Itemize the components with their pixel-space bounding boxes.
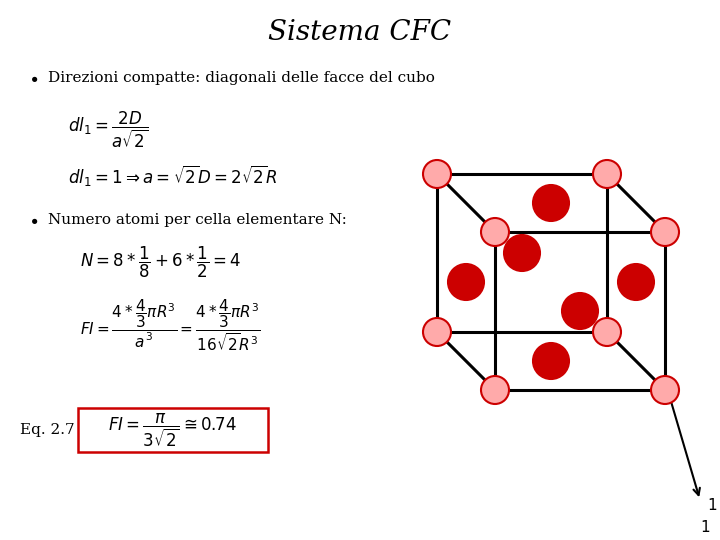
Text: 1: 1 (707, 497, 716, 512)
Circle shape (593, 160, 621, 188)
Text: $dl_1 = \dfrac{2D}{a\sqrt{2}}$: $dl_1 = \dfrac{2D}{a\sqrt{2}}$ (68, 110, 148, 150)
Circle shape (423, 318, 451, 346)
Text: $\bullet$: $\bullet$ (28, 211, 38, 229)
Text: Direzioni compatte: diagonali delle facce del cubo: Direzioni compatte: diagonali delle facc… (48, 71, 435, 85)
Text: $dl_1 = 1 \Rightarrow a = \sqrt{2}D = 2\sqrt{2}R$: $dl_1 = 1 \Rightarrow a = \sqrt{2}D = 2\… (68, 163, 278, 187)
Text: 1: 1 (701, 521, 710, 536)
Text: $FI = \dfrac{\pi}{3\sqrt{2}} \cong 0.74$: $FI = \dfrac{\pi}{3\sqrt{2}} \cong 0.74$ (109, 411, 238, 449)
Circle shape (562, 293, 598, 329)
Circle shape (481, 218, 509, 246)
Circle shape (448, 264, 484, 300)
Circle shape (651, 376, 679, 404)
Bar (78, 408, 268, 452)
Circle shape (651, 218, 679, 246)
Text: Numero atomi per cella elementare N:: Numero atomi per cella elementare N: (48, 213, 347, 227)
Circle shape (618, 264, 654, 300)
Text: Sistema CFC: Sistema CFC (269, 18, 451, 45)
Circle shape (533, 185, 569, 221)
Circle shape (481, 376, 509, 404)
Circle shape (593, 318, 621, 346)
Circle shape (504, 235, 540, 271)
Text: Eq. 2.7: Eq. 2.7 (20, 423, 75, 437)
Circle shape (423, 160, 451, 188)
Circle shape (533, 343, 569, 379)
Text: $\bullet$: $\bullet$ (28, 69, 38, 87)
Text: $FI = \dfrac{4 * \dfrac{4}{3}\pi R^3}{a^3} = \dfrac{4 * \dfrac{4}{3}\pi R^3}{16\: $FI = \dfrac{4 * \dfrac{4}{3}\pi R^3}{a^… (80, 297, 261, 353)
Text: $N = 8 * \dfrac{1}{8} + 6 * \dfrac{1}{2} = 4$: $N = 8 * \dfrac{1}{8} + 6 * \dfrac{1}{2}… (80, 245, 241, 280)
